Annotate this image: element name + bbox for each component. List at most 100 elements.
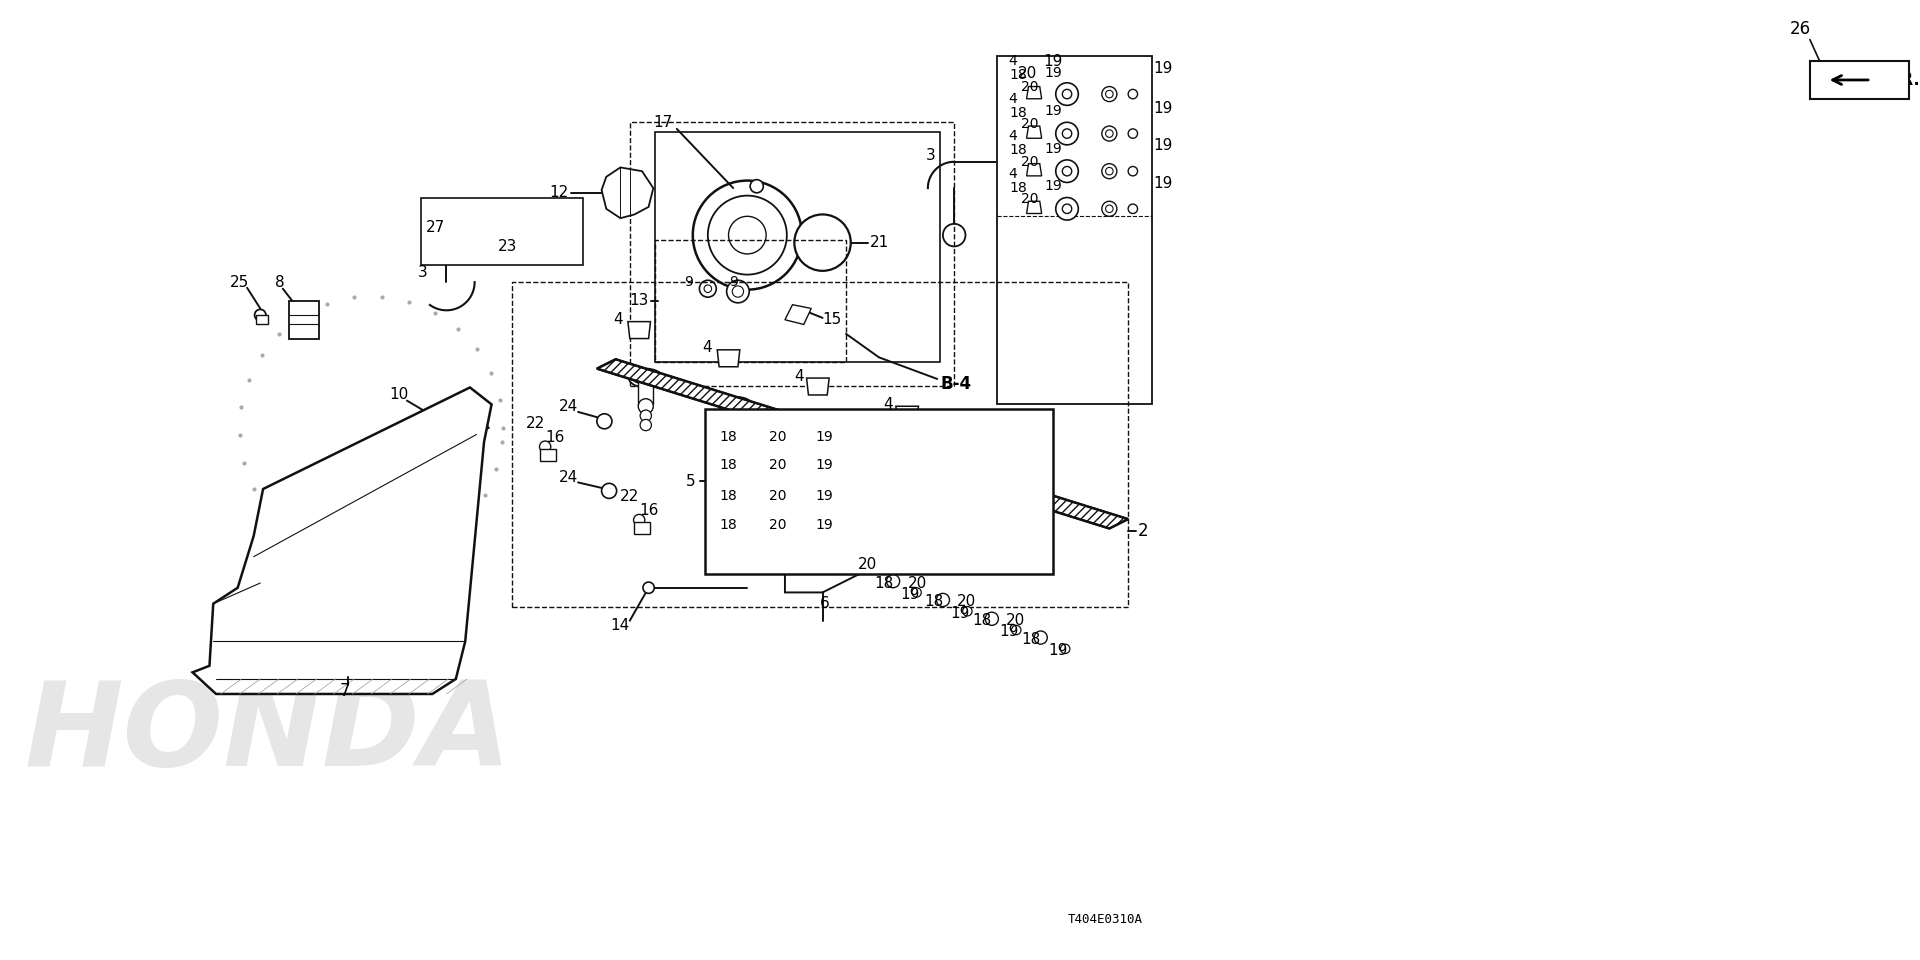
Circle shape	[637, 398, 653, 414]
Circle shape	[1060, 644, 1069, 654]
Circle shape	[639, 420, 651, 431]
Circle shape	[1102, 163, 1117, 179]
Polygon shape	[628, 322, 651, 339]
Circle shape	[820, 467, 831, 478]
Circle shape	[601, 483, 616, 498]
Text: 19: 19	[1044, 104, 1062, 118]
Text: T404E0310A: T404E0310A	[1068, 913, 1142, 926]
Circle shape	[1102, 126, 1117, 141]
Text: 19: 19	[1043, 54, 1062, 69]
Text: 18: 18	[720, 489, 737, 503]
Text: 18: 18	[1010, 68, 1027, 83]
Text: 12: 12	[549, 185, 568, 201]
Text: 19: 19	[1044, 66, 1062, 81]
Circle shape	[912, 588, 922, 597]
Circle shape	[639, 410, 651, 421]
Circle shape	[1056, 83, 1079, 106]
Text: 4: 4	[883, 396, 893, 412]
Text: 16: 16	[639, 503, 659, 518]
Text: 19: 19	[950, 606, 970, 620]
Text: 19: 19	[1154, 176, 1173, 191]
Text: 21: 21	[870, 235, 889, 251]
Text: 4: 4	[1008, 130, 1018, 143]
Text: 23: 23	[497, 239, 518, 253]
Circle shape	[1102, 86, 1117, 102]
Text: 20: 20	[1021, 155, 1039, 169]
Polygon shape	[806, 378, 829, 395]
Text: 19: 19	[1044, 180, 1062, 193]
Bar	[655, 240, 847, 362]
Text: 4: 4	[1008, 92, 1018, 106]
Text: 7: 7	[340, 683, 349, 700]
Text: 20: 20	[1018, 66, 1037, 81]
Text: 4: 4	[1008, 167, 1018, 181]
Polygon shape	[601, 167, 653, 218]
Polygon shape	[426, 409, 490, 451]
Circle shape	[755, 432, 766, 443]
Circle shape	[1106, 167, 1114, 175]
Text: 22: 22	[526, 416, 545, 431]
Circle shape	[649, 373, 659, 383]
Polygon shape	[1027, 163, 1043, 176]
Circle shape	[887, 575, 900, 588]
Circle shape	[1106, 130, 1114, 137]
Bar	[257, 315, 267, 324]
Ellipse shape	[810, 425, 843, 444]
Text: 19: 19	[816, 430, 833, 444]
Text: 8: 8	[275, 275, 284, 290]
Circle shape	[728, 427, 743, 442]
Circle shape	[643, 582, 655, 593]
Text: 20: 20	[1006, 613, 1025, 628]
Polygon shape	[192, 388, 492, 694]
Circle shape	[755, 519, 766, 530]
Polygon shape	[718, 349, 739, 367]
Circle shape	[820, 476, 831, 487]
Ellipse shape	[720, 396, 753, 416]
Circle shape	[1062, 166, 1071, 176]
Bar	[705, 409, 1052, 574]
Circle shape	[985, 612, 998, 625]
Text: 20: 20	[858, 557, 877, 572]
Text: 18: 18	[874, 576, 893, 590]
Text: 18: 18	[1010, 181, 1027, 195]
Text: 18: 18	[924, 594, 943, 610]
Circle shape	[1035, 631, 1046, 644]
Circle shape	[829, 430, 839, 439]
Circle shape	[1056, 160, 1079, 182]
Circle shape	[1056, 122, 1079, 145]
Text: 18: 18	[1021, 632, 1041, 647]
Text: 20: 20	[768, 489, 785, 503]
Circle shape	[634, 373, 643, 383]
Circle shape	[910, 494, 922, 506]
Text: 26: 26	[1789, 19, 1811, 37]
Bar	[1811, 61, 1908, 99]
Circle shape	[1056, 198, 1079, 220]
Circle shape	[851, 460, 862, 471]
Circle shape	[962, 607, 972, 616]
Circle shape	[1062, 204, 1071, 213]
Text: 3: 3	[419, 265, 428, 280]
Text: 4: 4	[795, 369, 804, 384]
Text: 25: 25	[230, 275, 250, 290]
Circle shape	[634, 515, 645, 526]
Text: 19: 19	[1154, 61, 1173, 76]
Text: B-4: B-4	[941, 374, 972, 393]
Circle shape	[908, 483, 924, 498]
Circle shape	[1106, 205, 1114, 212]
Circle shape	[726, 280, 749, 302]
Bar	[728, 406, 743, 433]
Text: 19: 19	[900, 587, 920, 602]
Text: 19: 19	[1048, 643, 1068, 659]
Text: 19: 19	[816, 489, 833, 503]
Bar	[637, 378, 653, 404]
Circle shape	[1129, 166, 1137, 176]
Text: 20: 20	[908, 576, 927, 590]
Circle shape	[540, 441, 551, 452]
Circle shape	[795, 214, 851, 271]
Text: 13: 13	[630, 294, 649, 308]
Circle shape	[851, 519, 862, 530]
Text: 20: 20	[768, 517, 785, 532]
Circle shape	[705, 285, 712, 293]
Circle shape	[693, 180, 803, 290]
Circle shape	[1106, 90, 1114, 98]
